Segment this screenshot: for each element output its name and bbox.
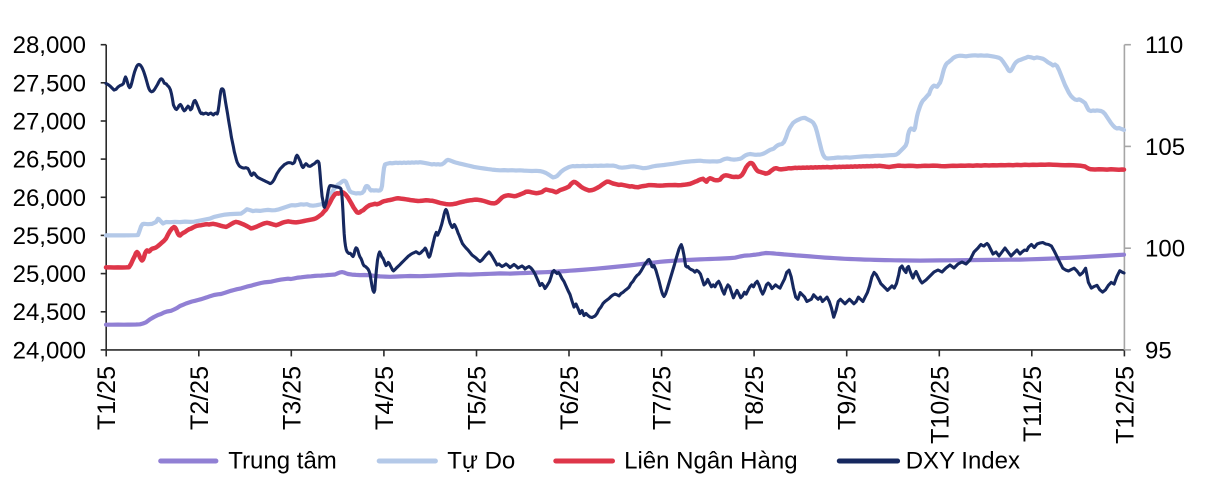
svg-text:T2/25: T2/25 [186,366,214,430]
svg-text:Liên Ngân Hàng: Liên Ngân Hàng [624,448,797,475]
svg-text:Tự Do: Tự Do [447,448,515,475]
svg-text:26,500: 26,500 [13,147,86,174]
svg-text:110: 110 [1145,32,1183,59]
svg-text:24,000: 24,000 [13,337,86,364]
svg-text:25,500: 25,500 [13,223,86,250]
svg-text:T8/25: T8/25 [741,366,769,430]
svg-text:DXY Index: DXY Index [906,448,1020,475]
svg-text:T6/25: T6/25 [556,366,584,430]
svg-text:105: 105 [1145,134,1185,161]
svg-text:T1/25: T1/25 [93,366,121,430]
svg-text:Trung tâm: Trung tâm [228,448,336,475]
svg-text:T7/25: T7/25 [649,366,677,430]
svg-text:T9/25: T9/25 [834,366,862,430]
svg-text:T12/25: T12/25 [1111,366,1139,444]
svg-text:28,000: 28,000 [13,32,86,59]
svg-text:T10/25: T10/25 [926,366,954,444]
svg-text:T3/25: T3/25 [278,366,306,430]
svg-text:T5/25: T5/25 [464,366,492,430]
svg-text:T4/25: T4/25 [371,366,399,430]
svg-text:27,000: 27,000 [13,109,86,136]
svg-text:26,000: 26,000 [13,185,86,212]
svg-text:95: 95 [1145,337,1172,364]
svg-text:T11/25: T11/25 [1019,366,1047,442]
svg-text:24,500: 24,500 [13,299,86,326]
svg-text:27,500: 27,500 [13,70,86,97]
svg-text:100: 100 [1145,236,1185,263]
svg-text:25,000: 25,000 [13,261,86,288]
